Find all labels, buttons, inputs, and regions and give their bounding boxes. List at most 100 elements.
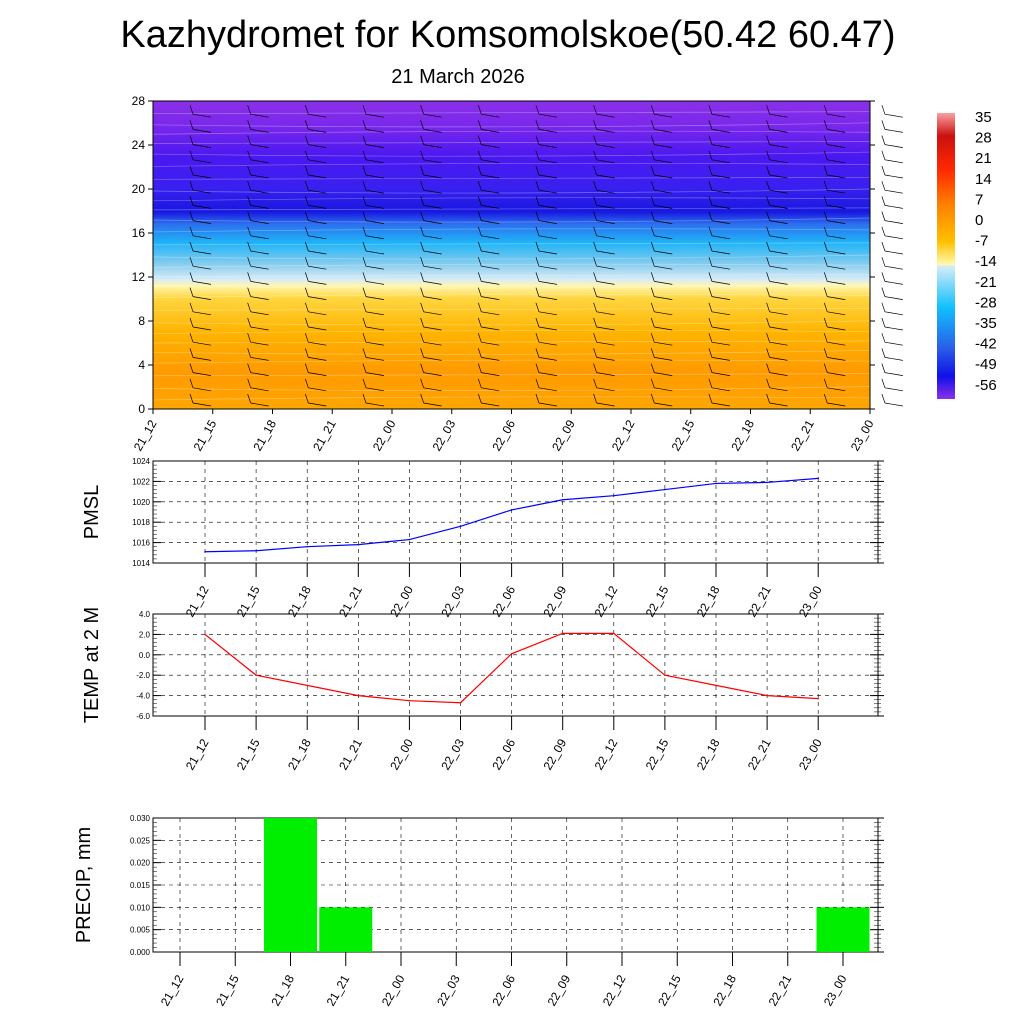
wind-barb-staff [423,144,442,148]
pmsl-line-point [306,545,309,548]
x-tick-label: 21_21 [336,736,365,772]
wind-barb-flag [593,211,597,221]
wind-barb-flag [420,393,424,404]
wind-barb [593,302,615,316]
wind-barb-staff [250,250,269,255]
wind-barb-flag [362,348,367,358]
wind-barb-flag [189,257,194,267]
x-tick-label: 23_00 [796,736,825,772]
wind-barb-flag [304,257,309,267]
wind-barb [304,241,327,255]
wind-barb [420,165,442,179]
wind-barb-flag [304,363,309,373]
wind-barb-staff [192,205,212,209]
wind-barb-staff [423,281,442,285]
wind-barb-flag [362,272,367,282]
wind-barb [593,317,615,331]
wind-barb [708,211,730,224]
x-tick-label: 21_15 [213,972,242,1008]
wind-barb-staff [308,402,327,407]
wind-barb-staff [654,357,673,361]
wind-barb-flag [650,196,655,206]
wind-barb-flag [766,272,770,282]
pmsl-line-point [561,498,564,501]
wind-barb-flag [477,378,482,388]
wind-barb-staff [308,341,327,346]
wind-barb-staff [481,341,500,346]
wind-barb [477,120,500,133]
wind-barb [420,211,442,224]
wind-barb [247,181,269,194]
wind-barb-staff [192,129,212,133]
wind-barb-flag [362,363,367,373]
wind-barb-flag [189,302,194,312]
wind-barb [247,226,269,240]
wind-barb [304,257,327,270]
wind-barb-staff [769,357,788,361]
wind-barb [823,272,846,285]
wind-barb-staff [654,341,673,346]
wind-barb-staff [192,235,212,240]
wind-barb-staff [481,250,500,255]
wind-barb-staff [481,281,500,285]
wind-barb [823,135,846,148]
wind-barb-staff [423,326,442,331]
wind-barb-flag [881,135,886,145]
wind-barb-flag [189,317,194,328]
colorbar-label: -28 [975,294,997,311]
wind-barb-staff [654,220,673,224]
wind-barb-flag [881,317,886,328]
wind-barb-flag [247,226,251,236]
wind-barb-flag [650,393,655,404]
wind-barb [362,211,385,224]
wind-barb [477,226,500,240]
wind-barb-staff [827,129,846,133]
wind-barb-flag [823,378,828,388]
wind-barb-flag [477,257,482,267]
wind-barb-flag [362,120,367,130]
wind-barb-staff [711,235,730,240]
wind-barb-staff [654,402,673,407]
wind-barb [650,165,673,179]
wind-barb-flag [881,257,886,267]
wind-barb-flag [650,226,655,236]
wind-barb-staff [192,372,212,376]
wind-barb [247,241,269,255]
wind-barb [535,348,558,361]
wind-barb-flag [247,333,251,343]
y-tick-label: 1024 [132,457,150,466]
wind-barb [362,241,385,255]
wind-barb-flag [650,257,655,267]
wind-barb [247,150,269,164]
wind-barb-staff [596,220,615,224]
wind-barb-staff [884,129,903,133]
wind-barb-flag [420,333,424,343]
wind-barb-flag [420,363,424,373]
wind-barb-flag [535,120,540,130]
wind-barb-flag [708,272,713,282]
x-tick-label: 22_18 [728,417,757,453]
wind-barb-flag [766,105,770,115]
contour-line [152,254,871,260]
wind-barb [766,333,788,346]
x-tick-label: 22_00 [379,972,408,1008]
wind-barb-flag [766,393,770,404]
wind-barb [247,287,269,300]
wind-barb [189,378,212,392]
wind-barb-flag [650,181,655,191]
wind-barb-staff [365,326,385,331]
wind-barb-staff [423,159,442,164]
wind-barb-staff [250,220,269,224]
wind-barb-staff [192,144,212,148]
wind-barb [304,181,327,194]
wind-barb [535,378,558,392]
wind-barb [189,241,212,255]
wind-barb [535,135,558,148]
wind-barb-staff [711,220,730,224]
y-tick-label: -6.0 [136,712,150,721]
wind-barb [247,135,269,148]
wind-barb-flag [881,105,886,115]
wind-barb-staff [538,235,558,240]
wind-barb-flag [420,226,424,236]
wind-barb-flag [247,165,251,176]
